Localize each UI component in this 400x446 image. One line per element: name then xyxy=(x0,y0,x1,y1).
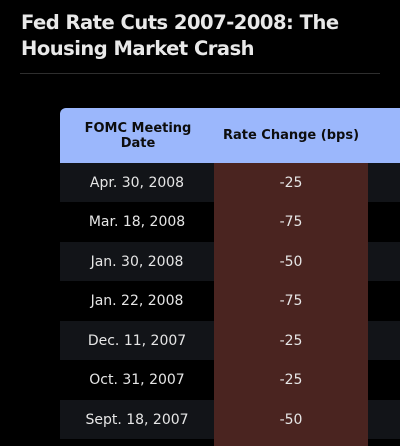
page-title: Fed Rate Cuts 2007-2008: The Housing Mar… xyxy=(21,11,339,60)
title-divider xyxy=(20,73,380,74)
table-row: Oct. 31, 2007 -25 xyxy=(60,360,400,400)
cell-meeting-date: Jan. 30, 2008 xyxy=(90,253,184,270)
cell-rate-change: -75 xyxy=(214,202,368,242)
cell-meeting-date: Sept. 18, 2007 xyxy=(85,411,189,428)
cell-rate-change: -25 xyxy=(214,163,368,202)
table-row: Sept. 18, 2007 -50 xyxy=(60,400,400,439)
cell-rate-change: -50 xyxy=(214,400,368,439)
cell-meeting-date: Jan. 22, 2008 xyxy=(90,293,184,309)
table-row: Jan. 22, 2008 -75 xyxy=(60,281,400,321)
cell-rate-change: -25 xyxy=(214,321,368,360)
header-meeting-date[interactable]: FOMC Meeting Date xyxy=(84,120,192,151)
cell-meeting-date: Apr. 30, 2008 xyxy=(89,174,185,191)
cell-meeting-date: Mar. 18, 2008 xyxy=(88,214,186,230)
cell-rate-change: -75 xyxy=(214,281,368,321)
cell-rate-change: -25 xyxy=(214,360,368,400)
table-row: Apr. 30, 2008 -25 xyxy=(60,163,400,202)
table-row: Mar. 18, 2008 -75 xyxy=(60,202,400,242)
cell-rate-change: -50 xyxy=(214,242,368,281)
rate-cuts-table: FOMC Meeting Date Rate Change (bps) Apr.… xyxy=(60,108,400,446)
header-rate-change[interactable]: Rate Change (bps) xyxy=(222,128,360,143)
cell-meeting-date: Oct. 31, 2007 xyxy=(89,372,185,388)
table-header: FOMC Meeting Date Rate Change (bps) xyxy=(60,108,400,163)
cell-meeting-date: Dec. 11, 2007 xyxy=(87,332,187,349)
table-row: Dec. 11, 2007 -25 xyxy=(60,321,400,360)
table-row: Jan. 30, 2008 -50 xyxy=(60,242,400,281)
